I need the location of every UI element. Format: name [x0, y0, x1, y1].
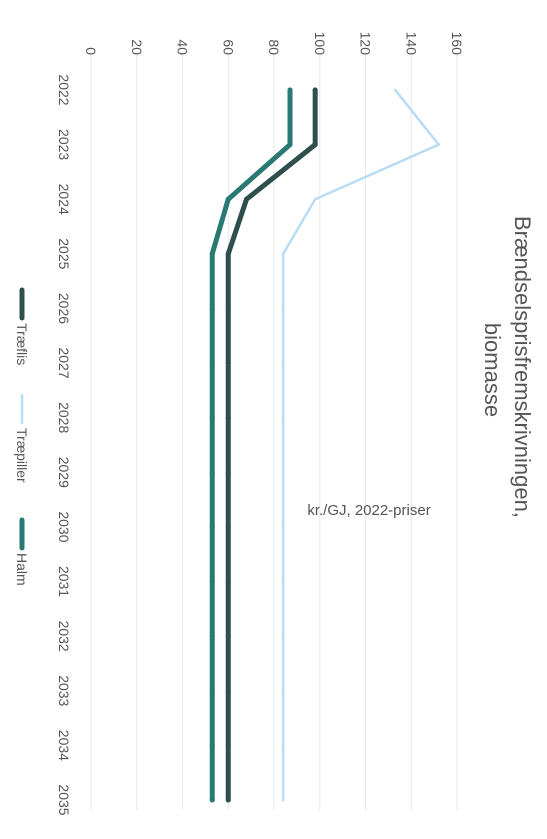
y-tick-label: 140	[403, 32, 419, 56]
data-point	[281, 744, 285, 747]
x-tick-label: 2028	[56, 402, 72, 433]
data-point	[209, 742, 215, 748]
data-point	[209, 469, 215, 475]
x-tick-label: 2025	[56, 238, 72, 269]
x-tick-label: 2032	[56, 621, 72, 652]
data-point	[225, 469, 231, 475]
data-point	[281, 580, 285, 583]
data-point	[209, 579, 215, 585]
series-line-træpiller	[281, 88, 440, 802]
data-point	[225, 305, 231, 311]
legend-label: Halm	[14, 553, 30, 586]
data-point	[281, 361, 285, 365]
y-tick-label: 40	[175, 39, 191, 55]
series-line-halm	[209, 87, 293, 803]
series-lines	[209, 87, 440, 803]
gridlines	[90, 55, 458, 810]
data-point	[225, 251, 231, 257]
data-point	[287, 142, 293, 148]
x-tick-label: 2031	[56, 566, 72, 597]
data-point	[281, 252, 285, 256]
x-tick-label: 2027	[56, 347, 72, 378]
chart-title-line-1: Brændselsprisfremskrivningen,	[510, 216, 535, 518]
data-point	[225, 688, 231, 694]
data-point	[209, 251, 215, 257]
chart-title: Brændselsprisfremskrivningen, biomasse	[480, 216, 535, 524]
y-tick-label: 60	[220, 39, 236, 55]
data-point	[281, 634, 285, 638]
x-tick-label: 2034	[56, 730, 72, 761]
data-point	[281, 525, 285, 529]
x-tick-label: 2022	[56, 74, 72, 105]
data-point	[225, 524, 231, 530]
y-tick-label: 20	[129, 39, 145, 55]
chart-title-line-2: biomasse	[480, 323, 505, 417]
data-point	[312, 142, 318, 148]
data-point	[225, 415, 231, 421]
series-line-træflis	[225, 87, 318, 803]
data-point	[225, 360, 231, 366]
data-point	[225, 742, 231, 748]
x-tick-label: 2026	[56, 293, 72, 324]
legend: Træflis Træpiller Halm	[14, 287, 30, 586]
data-point	[244, 196, 250, 202]
data-point	[281, 798, 285, 802]
y-axis-label: kr./GJ, 2022-priser	[307, 502, 430, 519]
data-point	[287, 87, 293, 93]
y-tick-label: 100	[312, 32, 328, 56]
x-tick-label: 2030	[56, 511, 72, 542]
legend-label: Træflis	[14, 323, 30, 365]
data-point	[281, 689, 285, 693]
y-tick-label: 80	[266, 39, 282, 55]
y-tick-label: 160	[449, 32, 465, 56]
x-tick-label: 2033	[56, 675, 72, 706]
data-point	[209, 305, 215, 311]
data-point	[281, 471, 285, 474]
x-tick-labels: 2022 2023 2024 2025 2026 2027 2028 2029 2030 2031…	[56, 74, 72, 815]
y-tick-label: 120	[358, 32, 374, 56]
data-point	[225, 797, 231, 803]
data-point	[225, 579, 231, 585]
y-tick-label: 0	[83, 47, 99, 55]
data-point	[393, 88, 397, 92]
data-point	[225, 196, 231, 202]
data-point	[313, 197, 317, 201]
legend-label: Træpiller	[14, 428, 30, 483]
data-point	[281, 307, 285, 310]
x-tick-label: 2035	[56, 784, 72, 815]
y-tick-labels: 0 20 40 60 80 100 120 140 160	[83, 32, 465, 56]
data-point	[209, 633, 215, 639]
data-point	[281, 416, 285, 419]
data-point	[209, 688, 215, 694]
data-point	[437, 143, 440, 146]
data-point	[209, 415, 215, 421]
data-point	[312, 87, 318, 93]
data-point	[209, 524, 215, 530]
chart-rotated-group: 0 20 40 60 80 100 120 140 160 202220232024202520…	[14, 32, 535, 816]
data-point	[209, 797, 215, 803]
x-tick-label: 2024	[56, 184, 72, 215]
x-tick-label: 2029	[56, 457, 72, 488]
data-point	[225, 633, 231, 639]
data-point	[209, 360, 215, 366]
x-tick-label: 2023	[56, 129, 72, 160]
